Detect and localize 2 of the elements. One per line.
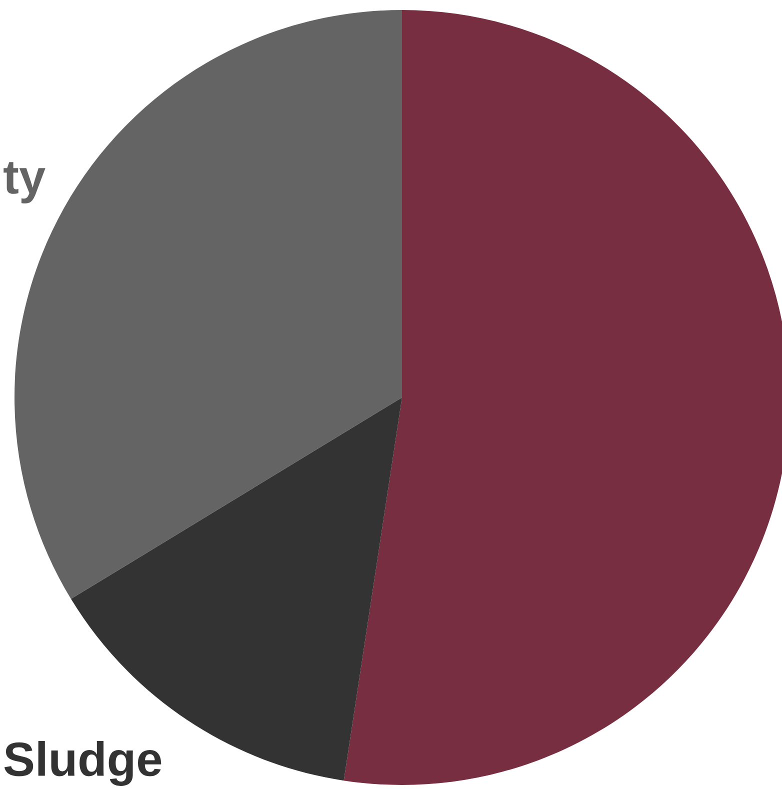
slice-label: ty [4, 162, 46, 204]
slice-label: Sludge [4, 741, 162, 786]
